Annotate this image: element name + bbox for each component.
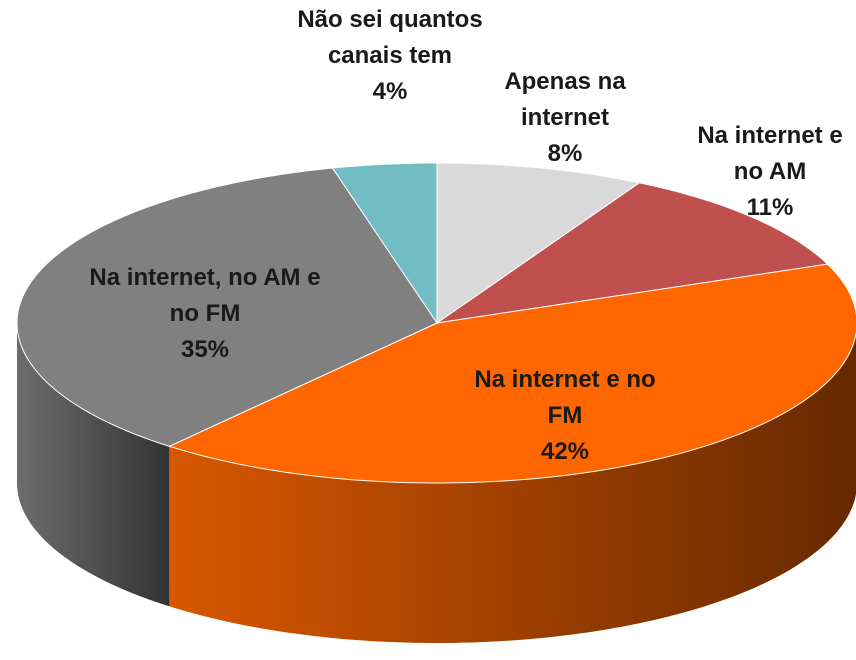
slice	[436, 182, 829, 324]
slice-label: Na internet, no AM e no FM 35%	[85, 260, 325, 368]
slice	[16, 167, 438, 447]
value-label: 4%	[372, 78, 408, 105]
slice-label: Não sei quantos canais tem 4%	[285, 2, 495, 110]
value-label: 35%	[180, 336, 230, 363]
value-label: 42%	[540, 438, 590, 465]
slice-side-shade	[169, 333, 856, 643]
category-label: Apenas na internet	[504, 68, 626, 131]
value-label: 11%	[746, 194, 794, 221]
category-label: Na internet, no AM e no FM	[89, 264, 321, 327]
category-label: Não sei quantos canais tem	[297, 6, 483, 69]
slice-label: Na internet e no FM 42%	[455, 362, 675, 470]
slice-label: Na internet e no AM 11%	[680, 118, 856, 226]
slice-side-shade	[17, 323, 170, 607]
slice	[167, 263, 856, 484]
slice	[331, 162, 438, 325]
value-label: 8%	[547, 140, 583, 167]
slice-label: Apenas na internet 8%	[480, 64, 650, 172]
slice	[436, 162, 641, 324]
category-label: Na internet e no AM	[697, 122, 843, 185]
category-label: Na internet e no FM	[474, 366, 656, 429]
